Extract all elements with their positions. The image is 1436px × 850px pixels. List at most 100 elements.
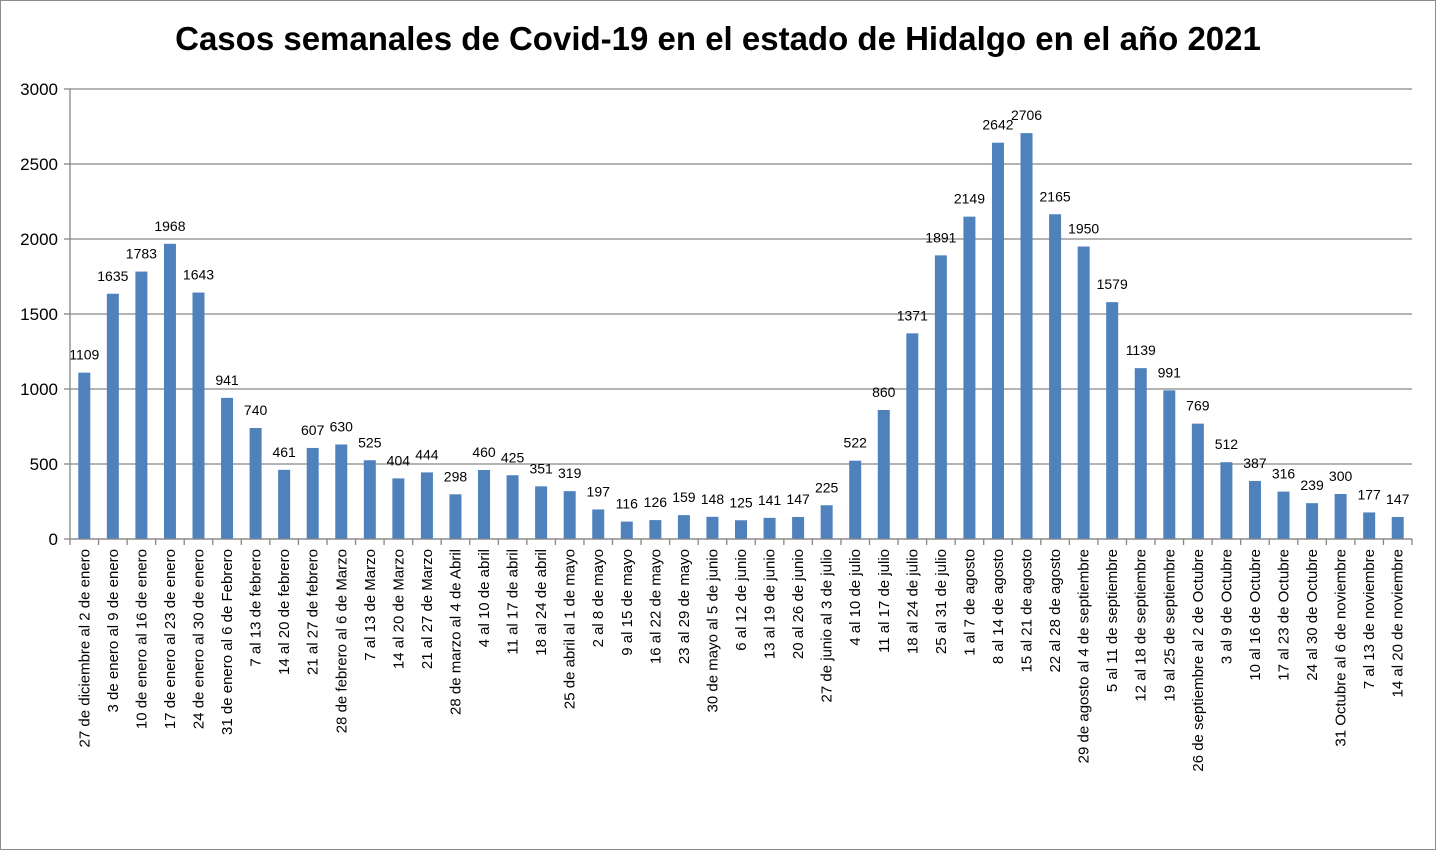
x-tick-label: 18 al 24 de abril [533, 549, 550, 656]
bar [735, 520, 747, 539]
gridlines [70, 88, 1412, 540]
bar [1106, 302, 1119, 539]
bar [249, 428, 262, 539]
x-tick-label: 31 Octubre al 6 de noviembre [1333, 549, 1350, 747]
data-label: 1139 [1126, 342, 1156, 358]
x-tick-label: 14 al 20 de Marzo [390, 549, 407, 669]
x-tick-label: 5 al 11 de septiembre [1104, 549, 1121, 692]
x-tick-label: 21 al 27 de febrero [305, 549, 322, 675]
bar [1334, 494, 1347, 539]
x-tick-label: 19 al 25 de septiembre [1161, 549, 1178, 702]
bar [449, 494, 462, 539]
data-label: 225 [815, 479, 839, 495]
x-tick-label: 27 de diciembre al 2 de enero [76, 549, 93, 747]
bar [535, 486, 548, 539]
x-tick-label: 20 al 26 de junio [790, 549, 807, 659]
x-tick-label: 3 al 9 de Octubre [1218, 549, 1235, 664]
bar [106, 293, 119, 539]
x-tick-label: 12 al 18 de septiembre [1133, 549, 1150, 702]
x-tick-label: 7 al 13 de febrero [248, 549, 265, 667]
x-tick-label: 11 al 17 de abril [505, 549, 522, 655]
bar [906, 333, 919, 539]
data-label: 298 [444, 468, 468, 484]
bar [1391, 516, 1404, 539]
x-tick-label: 21 al 27 de Marzo [419, 549, 436, 669]
bar [592, 509, 605, 539]
x-tick-label: 14 al 20 de noviembre [1390, 549, 1407, 697]
x-tick-label: 24 de enero al 30 de enero [190, 549, 207, 729]
data-label: 1109 [69, 347, 99, 363]
x-tick-label: 14 al 20 de febrero [276, 549, 293, 675]
x-tick-label: 31 de enero al 6 de Febrero [219, 549, 236, 735]
x-tick-label: 16 al 22 de mayo [647, 549, 664, 664]
x-tick-label: 28 de febrero al 6 de Marzo [333, 549, 350, 733]
x-tick-label: 2 al 8 de mayo [590, 549, 607, 647]
data-label: 630 [330, 419, 354, 435]
data-label: 148 [701, 491, 725, 507]
bar [763, 517, 776, 539]
data-label: 1968 [154, 218, 185, 234]
x-tick-label: 30 de mayo al 5 de junio [704, 549, 721, 712]
data-label: 444 [415, 446, 439, 462]
data-label: 2149 [954, 191, 985, 207]
data-label: 769 [1186, 398, 1210, 414]
x-tick-label: 29 de agosto al 4 de septiembre [1076, 549, 1093, 763]
data-label: 2642 [982, 117, 1013, 133]
data-label: 239 [1300, 477, 1324, 493]
bar [1163, 390, 1176, 539]
bar [1049, 214, 1062, 539]
x-axis-category-labels: 27 de diciembre al 2 de enero 3 de enero … [76, 549, 1406, 772]
bar [563, 491, 576, 539]
x-tick-label: 7 al 13 de noviembre [1361, 549, 1378, 689]
bar [192, 292, 205, 539]
data-label: 387 [1243, 455, 1267, 471]
data-label: 1579 [1097, 276, 1128, 292]
data-label: 522 [844, 435, 868, 451]
data-label: 159 [672, 489, 696, 505]
data-label: 860 [872, 384, 896, 400]
bar [135, 271, 148, 539]
bar [649, 520, 662, 539]
x-tick-label: 22 al 28 de agosto [1047, 549, 1064, 672]
y-tick-label: 2000 [20, 230, 58, 249]
data-label: 1783 [126, 246, 157, 262]
data-label: 460 [472, 444, 496, 460]
x-tick-label: 10 al 16 de Octubre [1247, 549, 1264, 681]
bar [877, 410, 890, 539]
y-tick-label: 500 [30, 455, 58, 474]
data-label: 300 [1329, 468, 1353, 484]
x-tick-label: 23 al 29 de mayo [676, 549, 693, 664]
data-label: 319 [558, 465, 582, 481]
bar [1191, 423, 1204, 539]
bar [991, 142, 1004, 539]
x-tick-label: 18 al 24 de julio [904, 549, 921, 654]
data-label: 147 [786, 491, 810, 507]
x-tick-label: 24 al 30 de Octubre [1304, 549, 1321, 681]
data-label: 1891 [925, 229, 956, 245]
bar [620, 521, 633, 539]
x-tick-label: 13 al 19 de junio [762, 549, 779, 659]
x-tick-label: 25 al 31 de julio [933, 549, 950, 654]
x-tick-label: 17 al 23 de Octubre [1276, 549, 1293, 681]
x-tick-label: 28 de marzo al 4 de Abril [447, 549, 464, 715]
data-label: 991 [1158, 364, 1182, 380]
data-label: 2706 [1011, 107, 1042, 123]
bar [963, 216, 976, 539]
bars [78, 133, 1404, 540]
bar [392, 478, 405, 539]
data-label: 147 [1386, 491, 1410, 507]
y-tick-label: 1000 [20, 380, 58, 399]
bar [1077, 246, 1090, 539]
bar [934, 255, 947, 539]
chart-title: Casos semanales de Covid-19 en el estado… [175, 20, 1261, 57]
bar [363, 460, 376, 539]
data-label: 2165 [1040, 188, 1071, 204]
data-label: 126 [644, 494, 668, 510]
x-tick-label: 7 al 13 de Marzo [362, 549, 379, 661]
data-label: 1635 [97, 268, 128, 284]
bar [677, 515, 690, 539]
bar [1277, 491, 1290, 539]
data-label: 116 [616, 496, 639, 512]
bar [1306, 503, 1319, 539]
